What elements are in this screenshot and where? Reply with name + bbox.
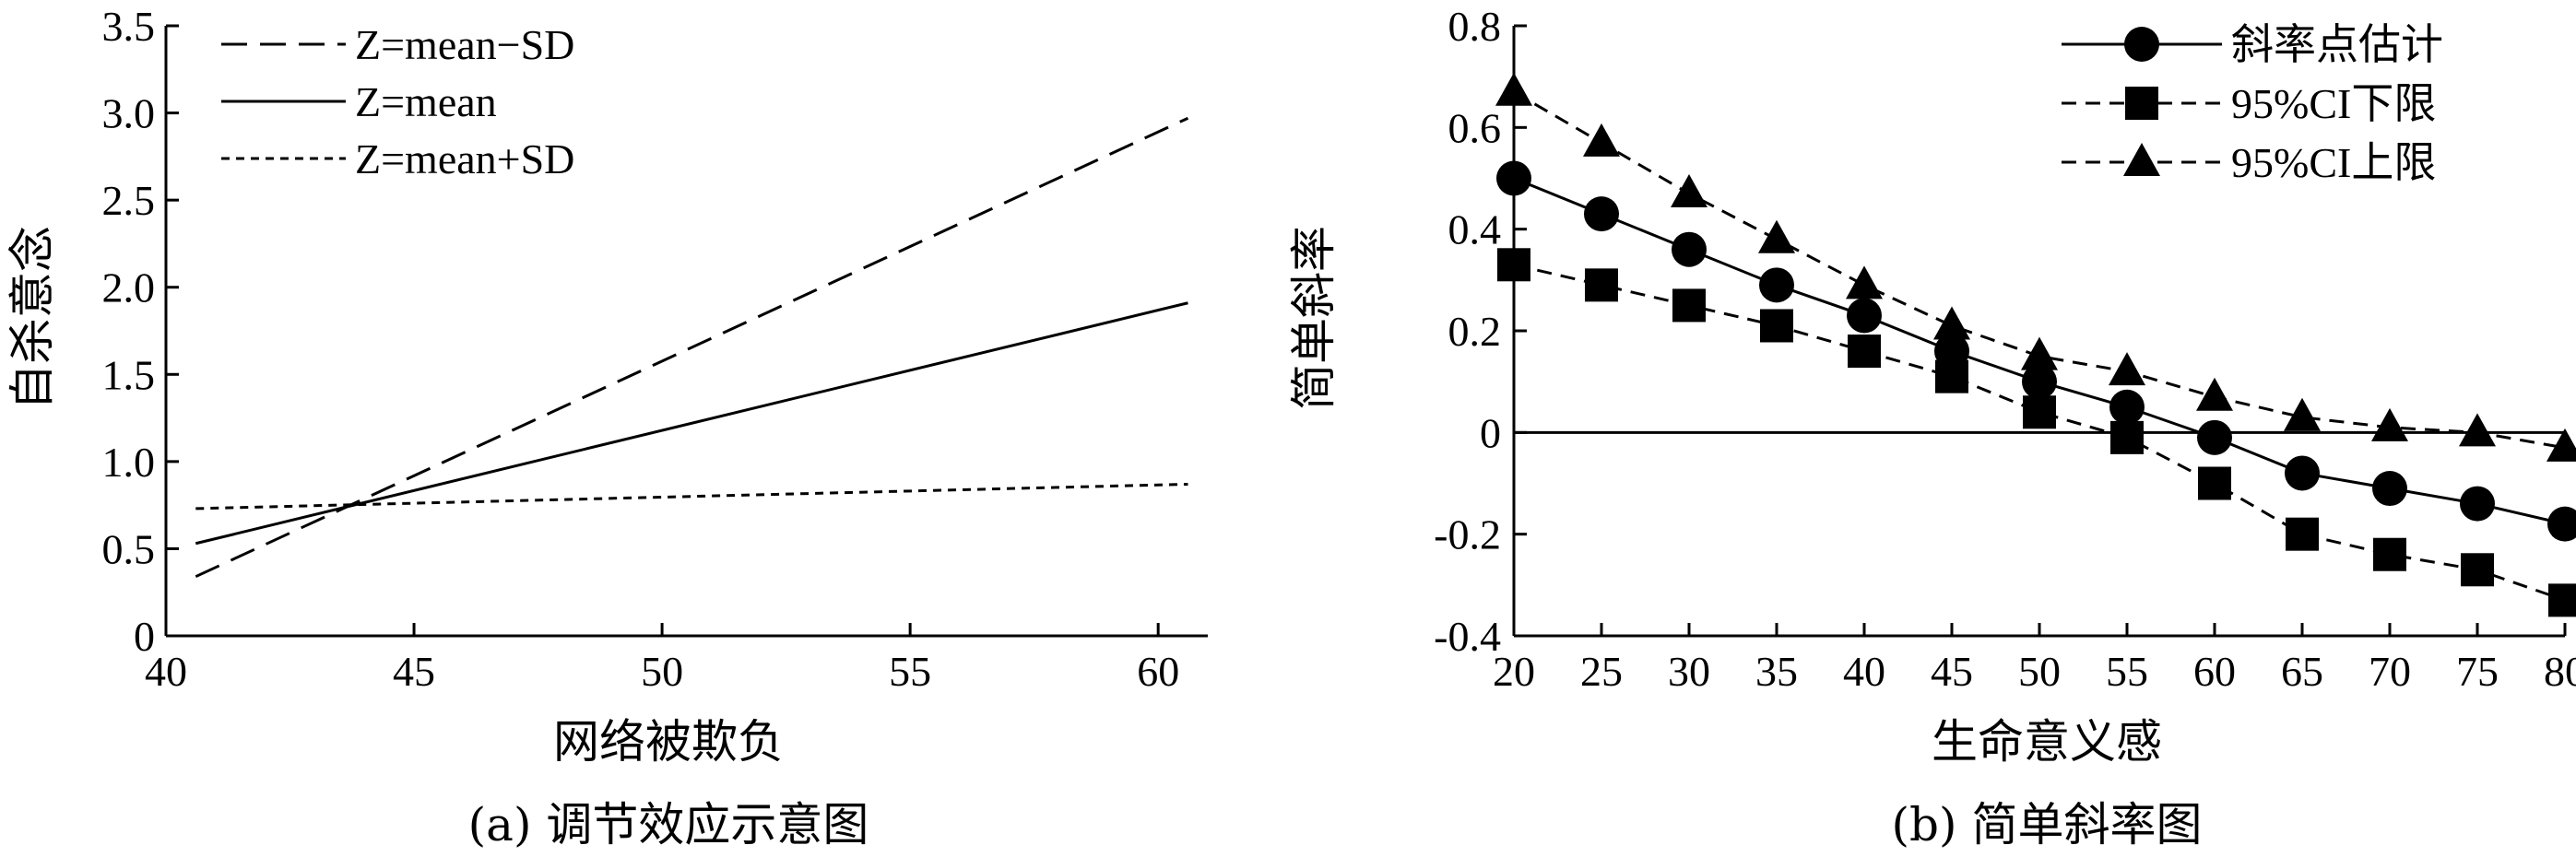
x-axis-title: 生命意义感 [1932,715,2162,769]
data-point-square [1935,359,1968,393]
data-point-square [2286,517,2319,551]
data-point-square [1848,335,1881,369]
data-point-square [1760,309,1793,343]
data-point-circle [1496,160,1531,196]
chart-caption: (b) 简单斜率图 [1892,798,2203,851]
data-point-triangle [1583,123,1620,157]
data-point-square [2548,583,2576,617]
data-point-triangle [1758,219,1795,253]
x-tick-label: 80 [2544,648,2576,695]
series-lines [195,116,1189,579]
x-tick-label: 60 [2193,648,2236,695]
data-point-square [2198,466,2231,500]
y-tick-label: 0.2 [1448,308,1502,355]
y-tick-label: 0 [134,613,155,660]
x-tick-label: 75 [2456,648,2499,695]
legend-marker [2123,143,2160,176]
x-tick-label: 50 [641,648,683,695]
y-axis-title: 简单斜率 [1287,226,1341,410]
y-tick-label: 3.5 [102,3,156,50]
data-point-circle [2460,486,2495,522]
x-tick-label: 55 [2106,648,2148,695]
x-tick-label: 40 [145,648,187,695]
x-tick-label: 70 [2369,648,2411,695]
moderation-effect-chart: 0 0.5 1.0 1.5 2.0 2.5 3.0 3.5 40 45 50 55 60 Z=mean−… [6,3,1208,851]
x-tick-label: 55 [889,648,931,695]
data-point-circle [1584,196,1619,232]
series-line [195,301,1188,546]
y-tick-label: -0.2 [1434,511,1501,558]
x-tick-label: 60 [1137,648,1179,695]
data-point-triangle [1933,306,1970,340]
data-point-circle [2547,506,2576,542]
x-axis-title: 网络被欺负 [553,715,784,769]
data-point-circle [1759,267,1794,303]
data-point-triangle [2196,377,2233,411]
data-point-square [2110,420,2144,454]
y-tick-label: 0.6 [1448,104,1502,151]
x-tick-label: 45 [393,648,435,695]
y-tick-label: 3.0 [102,90,156,137]
x-tick-label: 30 [1668,648,1710,695]
y-tick-label: 0.8 [1448,3,1502,50]
y-tick-label: 2.5 [102,177,156,224]
data-point-triangle [1846,265,1883,299]
legend-label: Z=mean−SD [355,21,574,68]
data-point-circle [2022,364,2057,400]
data-point-triangle [2109,352,2145,386]
x-tick-label: 25 [1580,648,1623,695]
x-tick-label: 35 [1755,648,1798,695]
chart-caption: (a) 调节效应示意图 [468,798,869,851]
legend-label: 95%CI上限 [2231,139,2436,186]
series-line [195,482,1188,511]
legend-label: Z=mean [355,78,497,125]
data-point-circle [1672,231,1707,267]
data-point-triangle [2371,407,2408,441]
simple-slope-chart: -0.4 -0.2 0 0.2 0.4 0.6 0.8 20 25 30 35 40 45 50 55 60 6… [1287,3,2576,851]
y-axis-title: 自杀意念 [6,226,59,410]
data-point-triangle [1671,174,1707,208]
y-tick-label: 0.5 [102,525,156,572]
legend-label: 斜率点估计 [2231,19,2443,69]
data-point-circle [2109,389,2145,425]
series-lines [1495,72,2576,617]
x-tick-label: 40 [1843,648,1885,695]
y-tick-label: 2.0 [102,264,156,311]
data-point-square [1585,268,1618,302]
data-point-circle [2285,455,2320,491]
legend-marker [2124,27,2159,62]
data-point-triangle [2021,336,2058,370]
data-point-triangle [2546,428,2576,462]
y-tick-label: 1.5 [102,351,156,398]
series-line [195,116,1189,579]
y-tick-label: 1.0 [102,439,156,486]
data-point-circle [1847,298,1882,334]
data-point-circle [1934,334,1969,370]
data-point-square [2373,537,2406,571]
x-tick-label: 50 [2018,648,2061,695]
data-point-triangle [2459,413,2496,447]
legend-marker [2125,87,2158,120]
data-point-square [2461,553,2494,587]
data-point-square [1672,288,1706,323]
legend: 斜率点估计 95%CI下限 95%CI上限 [2062,19,2443,186]
y-tick-label: -0.4 [1434,613,1501,660]
legend-label: Z=mean+SD [355,135,574,182]
y-tick-label: 0.4 [1448,206,1502,253]
legend: Z=mean−SD Z=mean Z=mean+SD [221,21,574,182]
data-point-square [2023,395,2056,429]
data-point-triangle [1495,72,1532,106]
data-point-triangle [2284,397,2321,431]
axes: 0 0.5 1.0 1.5 2.0 2.5 3.0 3.5 40 45 50 55 60 [102,3,1208,695]
data-point-circle [2197,419,2232,455]
x-tick-label: 45 [1931,648,1973,695]
x-tick-label: 20 [1493,648,1535,695]
data-point-square [1497,248,1530,282]
x-tick-label: 65 [2281,648,2323,695]
data-point-circle [2372,471,2407,507]
y-tick-label: 0 [1480,409,1501,456]
legend-label: 95%CI下限 [2231,80,2436,127]
